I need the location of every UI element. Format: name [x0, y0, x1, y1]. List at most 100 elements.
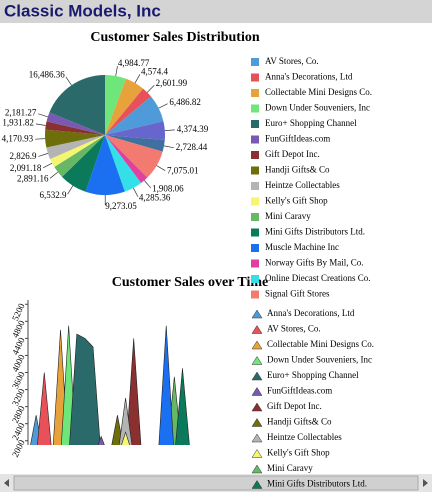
pie-slice — [50, 135, 105, 168]
legend-label: Muscle Machine Inc — [265, 242, 339, 252]
chart-title: Customer Sales Distribution — [90, 30, 260, 45]
data-label: 2,091.18 — [10, 163, 42, 173]
legend-label: Mini Gifts Distributors Ltd. — [267, 479, 367, 489]
chart-title: Customer Sales over Time — [112, 275, 268, 290]
pie-slice — [105, 135, 148, 183]
legend-label: Collectable Mini Designs Co. — [265, 87, 372, 97]
legend-swatch — [251, 387, 263, 396]
legend-label: Down Under Souveniers, Inc — [267, 355, 372, 365]
leader-line — [115, 66, 118, 77]
pie-slice — [105, 78, 144, 135]
pie-slice — [49, 75, 105, 135]
pie-slice — [105, 135, 163, 178]
data-label: 4,285.36 — [139, 193, 171, 203]
legend-swatch — [251, 213, 259, 221]
legend-label: Mini Caravy — [265, 211, 311, 221]
leader-line — [164, 129, 175, 131]
legend-label: FunGiftIdeas.com — [267, 386, 332, 396]
leader-line — [49, 171, 59, 179]
legend-label: Online Diecast Creations Co. — [265, 273, 370, 283]
legend-label: Anna's Decorations, Ltd — [265, 72, 353, 82]
area — [126, 338, 142, 445]
legend-label: AV Stores, Co. — [265, 56, 319, 66]
legend-swatch — [251, 166, 259, 175]
legend-label: Signal Gift Stores — [265, 289, 330, 299]
data-label: 1,931.82 — [2, 118, 34, 128]
data-label: 9,273.05 — [105, 201, 137, 211]
legend-swatch — [251, 480, 263, 489]
area — [37, 372, 52, 445]
legend-label: Mini Gifts Distributors Ltd. — [265, 227, 365, 237]
data-label: 2,181.27 — [5, 107, 37, 117]
legend-swatch — [251, 244, 259, 252]
data-label: 4,170.93 — [2, 133, 34, 143]
area — [158, 325, 174, 445]
legend-label: AV Stores, Co. — [267, 324, 321, 334]
legend-swatch — [251, 464, 263, 474]
legend-swatch — [251, 104, 259, 113]
legend-label: Heintze Collectables — [265, 180, 340, 190]
pie-slice — [61, 135, 105, 192]
area — [121, 431, 130, 445]
pie-slice — [45, 121, 105, 135]
pie-slice — [105, 88, 152, 135]
legend-label: Heintze Collectables — [267, 432, 342, 442]
legend-label: FunGiftIdeas.com — [265, 134, 330, 144]
legend-swatch — [251, 182, 259, 190]
leader-line — [35, 138, 46, 140]
leader-line — [143, 180, 152, 189]
legend-swatch — [251, 340, 263, 350]
pie-slice — [46, 135, 105, 160]
legend-swatch — [251, 449, 263, 458]
legend-label: Handji Gifts& Co — [265, 165, 330, 175]
legend-label: Anna's Decorations, Ltd — [267, 308, 355, 318]
leader-line — [156, 165, 166, 171]
legend-swatch — [251, 89, 259, 97]
leader-line — [163, 145, 174, 149]
area — [69, 333, 101, 445]
legend-swatch — [251, 58, 259, 66]
data-label: 6,486.82 — [169, 97, 201, 107]
pie-slice — [105, 75, 127, 135]
header-title: Classic Models, Inc — [4, 1, 161, 20]
legend-swatch — [251, 371, 263, 381]
leader-line — [43, 162, 53, 169]
legend-label: Handji Gifts& Co — [267, 417, 332, 427]
legend-swatch — [251, 325, 263, 334]
leader-line — [67, 185, 74, 195]
data-label: 2,728.44 — [176, 142, 208, 152]
data-label: 16,486.36 — [29, 69, 66, 79]
legend-label: Norway Gifts By Mail, Co. — [265, 258, 364, 268]
legend-swatch — [251, 309, 263, 319]
data-label: 7,075.01 — [167, 166, 199, 176]
legend-label: Euro+ Shopping Channel — [265, 118, 357, 128]
pie-slice — [105, 96, 164, 135]
legend-label: Kelly's Gift Shop — [267, 448, 330, 458]
scroll-thumb[interactable] — [13, 475, 419, 491]
pie-slice — [105, 121, 166, 141]
legend-swatch — [251, 259, 259, 268]
data-label: 1,908.06 — [152, 184, 184, 194]
data-label: 4,984.77 — [118, 58, 150, 68]
legend-swatch — [251, 356, 263, 365]
area — [118, 398, 133, 445]
legend-swatch — [251, 151, 259, 159]
legend-label: Mini Caravy — [267, 463, 313, 473]
leader-line — [38, 113, 48, 118]
plot-area — [30, 325, 190, 445]
data-label: 2,601.99 — [156, 78, 188, 88]
legend-swatch — [251, 73, 259, 82]
pie-slice — [46, 112, 105, 135]
legend-label: Gift Depot Inc. — [265, 149, 320, 159]
data-label: 4,374.39 — [177, 124, 209, 134]
legend-swatch — [251, 402, 263, 412]
leader-line — [38, 153, 48, 157]
legend-swatch — [251, 197, 259, 206]
legend-label: Down Under Souveniers, Inc — [265, 103, 370, 113]
data-label: 6,532.9 — [39, 190, 67, 200]
legend-label: Euro+ Shopping Channel — [267, 370, 359, 380]
leader-line — [65, 76, 72, 86]
legend-label: Collectable Mini Designs Co. — [267, 339, 374, 349]
leader-line — [134, 74, 141, 84]
